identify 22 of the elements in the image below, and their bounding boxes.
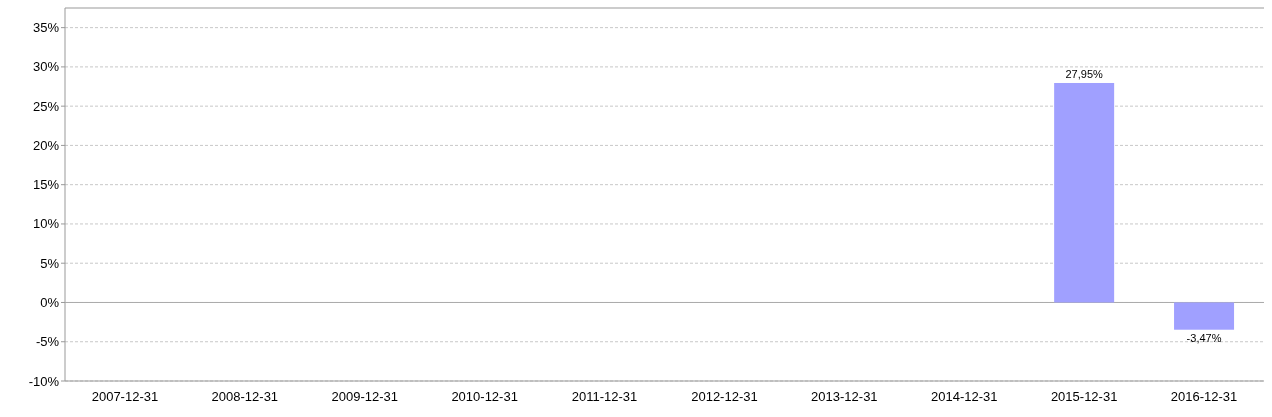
data-label: -3,47% xyxy=(1186,331,1222,344)
y-tick-label: 0% xyxy=(40,295,60,311)
y-tick-label: 35% xyxy=(32,20,60,36)
y-tick-label: 15% xyxy=(32,177,60,193)
x-tick-label: 2014-12-31 xyxy=(931,389,998,404)
x-tick-label: 2010-12-31 xyxy=(451,389,518,404)
x-tick-label: 2009-12-31 xyxy=(331,389,398,404)
y-tick-label: 10% xyxy=(32,216,60,232)
y-tick-label: 30% xyxy=(32,59,60,75)
y-tick-label: 25% xyxy=(32,98,60,114)
x-tick-label: 2013-12-31 xyxy=(811,389,878,404)
y-tick-label: -5% xyxy=(35,334,60,350)
x-tick-label: 2012-12-31 xyxy=(691,389,758,404)
y-tick-label: 20% xyxy=(32,137,60,153)
x-tick-label: 2007-12-31 xyxy=(91,389,159,404)
x-tick-label: 2016-12-31 xyxy=(1170,389,1238,404)
x-tick-label: 2008-12-31 xyxy=(211,389,279,404)
data-label: 27,95% xyxy=(1065,67,1104,80)
y-tick-label: -10% xyxy=(28,373,60,389)
y-tick-label: 5% xyxy=(40,255,60,271)
x-tick-label: 2015-12-31 xyxy=(1050,389,1118,404)
x-tick-label: 2011-12-31 xyxy=(571,389,638,404)
